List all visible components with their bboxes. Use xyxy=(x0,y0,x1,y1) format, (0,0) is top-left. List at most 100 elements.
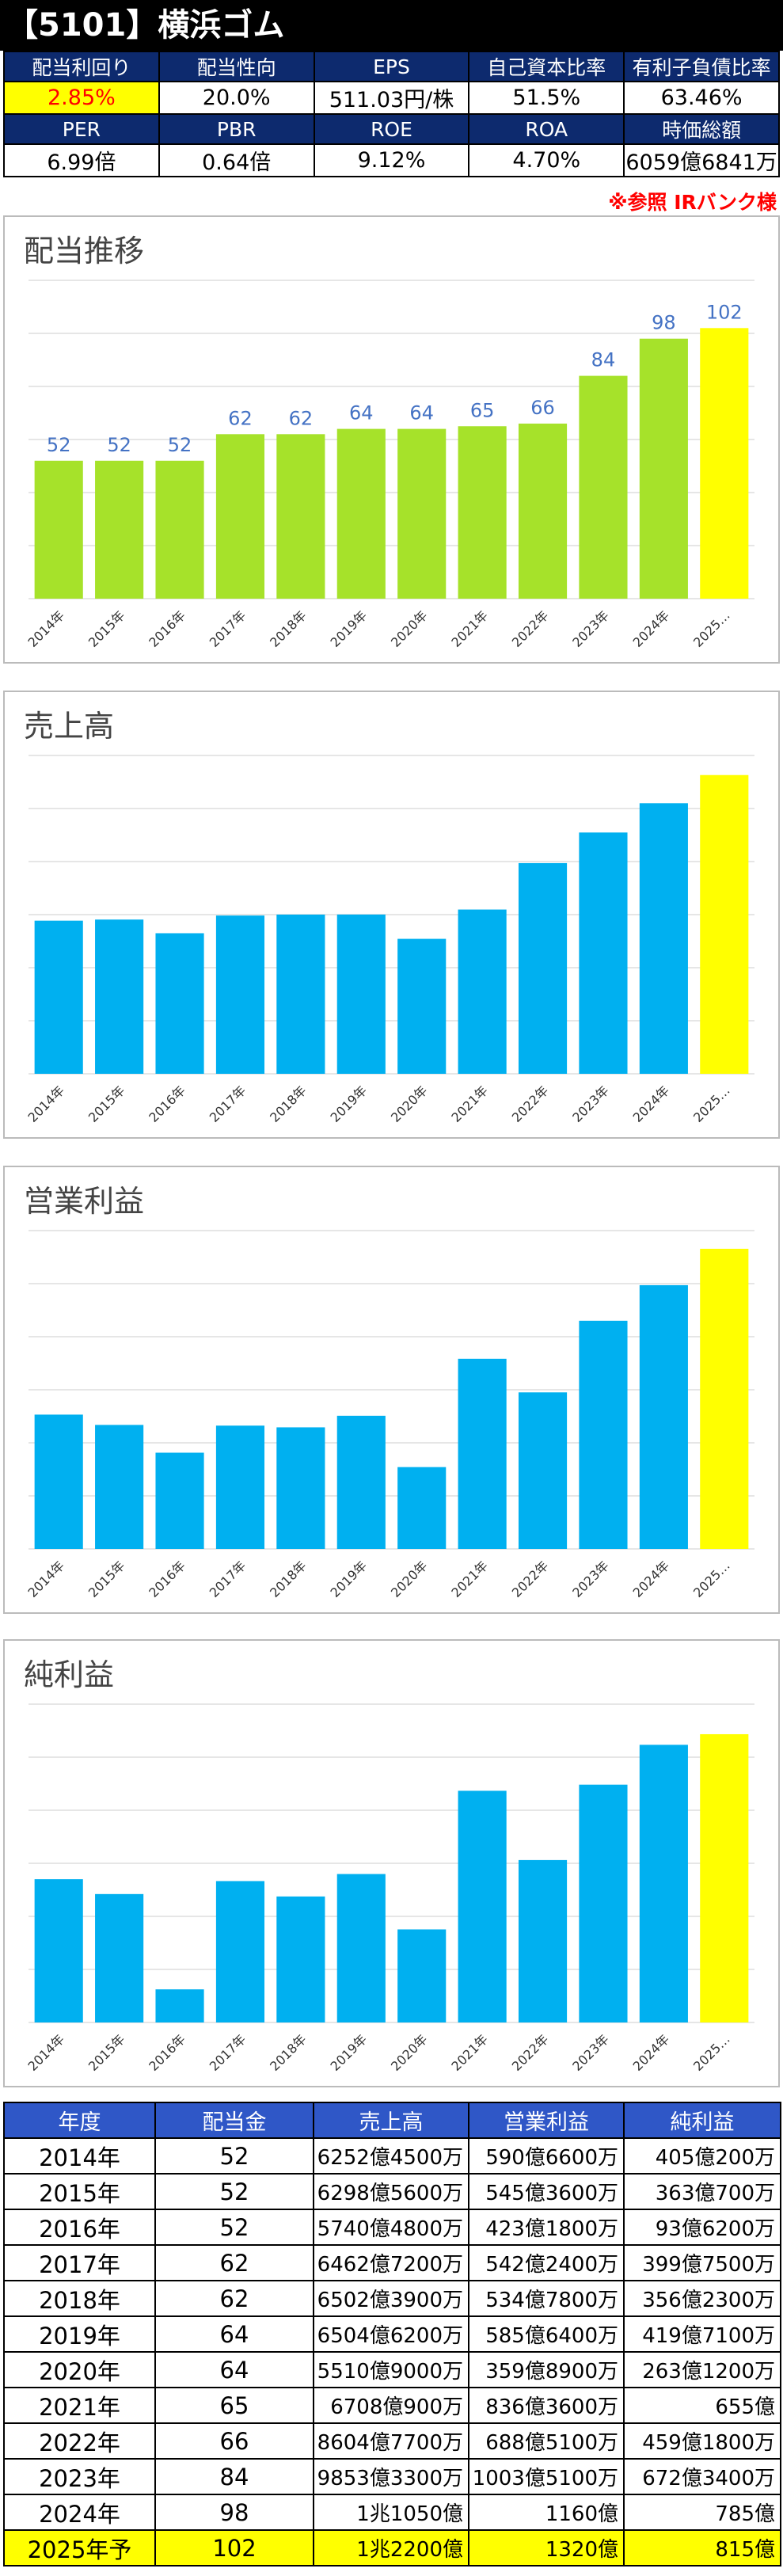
data-label: 52 xyxy=(107,434,131,456)
sales-chart-panel: 売上高 2014年 2015年 2016年 2017年 2018年 2019年 2020年 20… xyxy=(3,691,780,1139)
metric-value: 20.0% xyxy=(158,81,315,115)
chart-title: 配当推移 xyxy=(24,234,144,268)
dividend-chart: 配当推移 52 2014年 52 2015年 52 2016年 62 2017年 62 2018年 6… xyxy=(24,234,754,650)
table-cell: 1兆2200億 xyxy=(313,2529,469,2566)
table-cell: 64 xyxy=(154,2351,314,2388)
data-label: 84 xyxy=(591,349,616,371)
tick-label: 2021年 xyxy=(448,2031,491,2074)
data-label: 102 xyxy=(706,301,743,323)
table-cell: 6252億4500万 xyxy=(313,2137,469,2175)
tick-label: 2021年 xyxy=(448,607,491,650)
financial-table: 年度 配当金 売上高 営業利益 純利益 2014年 52 6252億4500万 590… xyxy=(3,2102,781,2566)
tick-label: 2014年 xyxy=(25,1558,67,1600)
chart-bar xyxy=(700,328,749,599)
metric-value: 4.70% xyxy=(468,143,625,177)
tick-label: 2025… xyxy=(690,1558,733,1600)
data-label: 52 xyxy=(47,434,71,456)
chart-bar xyxy=(397,1929,447,2022)
chart-bar xyxy=(518,862,568,1074)
tick-label: 2019年 xyxy=(328,1558,371,1600)
metric-label: 有利子負債比率 xyxy=(623,51,780,82)
chart-bar xyxy=(397,1467,447,1549)
table-cell: 2025年予 xyxy=(3,2529,156,2566)
table-cell: 8604億7700万 xyxy=(313,2422,469,2460)
tick-label: 2024年 xyxy=(630,1558,673,1600)
chart-bar xyxy=(336,1415,386,1549)
table-cell: 419億7100万 xyxy=(623,2315,781,2353)
table-cell: 6462億7200万 xyxy=(313,2244,469,2281)
tick-label: 2016年 xyxy=(146,2031,188,2074)
chart-bar xyxy=(397,938,447,1074)
chart-bar xyxy=(579,1784,628,2022)
chart-bar xyxy=(700,1248,749,1549)
table-row: 2025年予 102 1兆2200億 1320億 815億 xyxy=(3,2529,781,2566)
table-cell: 2015年 xyxy=(3,2173,156,2210)
chart-bar xyxy=(95,919,144,1074)
tick-label: 2017年 xyxy=(207,607,249,650)
metric-value: 63.46% xyxy=(623,81,780,115)
data-label: 98 xyxy=(652,312,676,334)
table-cell: 688億5100万 xyxy=(468,2422,625,2460)
data-label: 64 xyxy=(349,402,374,424)
chart-bar xyxy=(700,774,749,1074)
tick-label: 2014年 xyxy=(25,607,67,650)
tick-label: 2014年 xyxy=(25,2031,67,2074)
data-label: 62 xyxy=(289,407,314,429)
table-header: 年度 xyxy=(3,2102,156,2139)
table-cell: 66 xyxy=(154,2422,314,2460)
tick-label: 2023年 xyxy=(569,1083,612,1125)
metric-label: 自己資本比率 xyxy=(468,51,625,82)
tick-label: 2019年 xyxy=(328,2031,371,2074)
data-label: 52 xyxy=(168,434,192,456)
table-cell: 423億1800万 xyxy=(468,2209,625,2246)
table-cell: 98 xyxy=(154,2494,314,2531)
chart-bar xyxy=(276,1427,325,1549)
tick-label: 2020年 xyxy=(388,2031,431,2074)
table-cell: 62 xyxy=(154,2244,314,2281)
table-cell: 1003億5100万 xyxy=(468,2458,625,2495)
chart-bar xyxy=(336,1874,386,2022)
table-cell: 399億7500万 xyxy=(623,2244,781,2281)
table-cell: 585億6400万 xyxy=(468,2315,625,2353)
table-cell: 6502億3900万 xyxy=(313,2280,469,2317)
tick-label: 2024年 xyxy=(630,2031,673,2074)
data-label: 62 xyxy=(228,407,253,429)
table-cell: 5510億9000万 xyxy=(313,2351,469,2388)
chart-bar xyxy=(336,428,386,599)
metric-value: 6.99倍 xyxy=(3,143,160,177)
metric-label: ROE xyxy=(313,113,470,145)
table-header: 純利益 xyxy=(623,2102,781,2139)
table-cell: 545億3600万 xyxy=(468,2173,625,2210)
table-cell: 6504億6200万 xyxy=(313,2315,469,2353)
table-cell: 2017年 xyxy=(3,2244,156,2281)
metric-label: ROA xyxy=(468,113,625,145)
tick-label: 2022年 xyxy=(509,1558,552,1600)
table-row: 2017年 62 6462億7200万 542億2400万 399億7500万 xyxy=(3,2244,781,2281)
table-cell: 52 xyxy=(154,2173,314,2210)
tick-label: 2016年 xyxy=(146,607,188,650)
metric-label: PBR xyxy=(158,113,315,145)
tick-label: 2020年 xyxy=(388,1083,431,1125)
chart-bar xyxy=(397,428,447,599)
table-cell: 1兆1050億 xyxy=(313,2494,469,2531)
table-cell: 815億 xyxy=(623,2529,781,2566)
tick-label: 2015年 xyxy=(86,1558,128,1600)
tick-label: 2023年 xyxy=(569,2031,612,2074)
operating-profit-chart-panel: 営業利益 2014年 2015年 2016年 2017年 2018年 2019年 2020年 2… xyxy=(3,1166,780,1614)
table-cell: 6708億900万 xyxy=(313,2387,469,2424)
chart-bar xyxy=(458,1790,507,2022)
chart-bar xyxy=(458,1358,507,1549)
operating-profit-chart: 営業利益 2014年 2015年 2016年 2017年 2018年 2019年 2020年 2… xyxy=(24,1184,754,1600)
chart-bar xyxy=(215,1425,265,1549)
table-row: 2020年 64 5510億9000万 359億8900万 263億1200万 xyxy=(3,2351,781,2388)
chart-bar xyxy=(215,915,265,1074)
table-cell: 542億2400万 xyxy=(468,2244,625,2281)
tick-label: 2019年 xyxy=(328,607,371,650)
chart-bar xyxy=(579,832,628,1074)
chart-bar xyxy=(458,909,507,1074)
table-cell: 102 xyxy=(154,2529,314,2566)
chart-bar xyxy=(34,920,83,1074)
tick-label: 2018年 xyxy=(267,1558,310,1600)
chart-title: 営業利益 xyxy=(24,1184,144,1219)
chart-bar xyxy=(155,1452,204,1549)
